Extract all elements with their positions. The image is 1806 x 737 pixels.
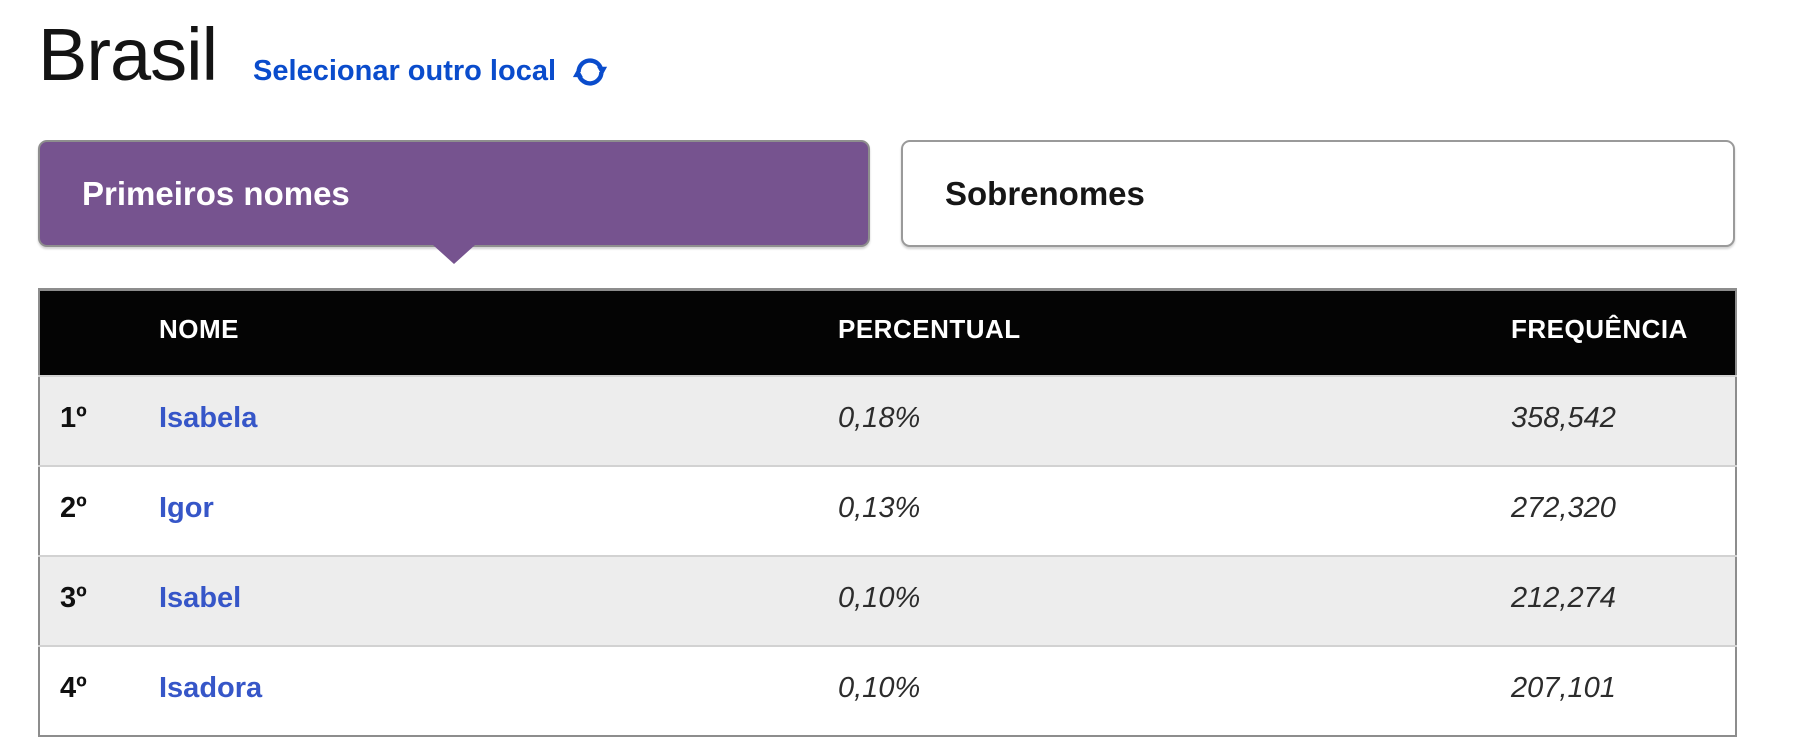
nome-column-header: NOME xyxy=(139,289,818,376)
names-table: NOME PERCENTUAL FREQUÊNCIA 1º Isabela 0,18… xyxy=(38,288,1737,737)
rank-cell: 3º xyxy=(39,555,139,646)
tab-primeiros-nomes[interactable]: Primeiros nomes xyxy=(38,140,870,247)
name-cell: Isabel xyxy=(139,555,818,646)
rank-cell: 1º xyxy=(39,375,139,466)
name-link[interactable]: Igor xyxy=(159,491,214,524)
names-statistics-page: { "header": { "location_title": "Brasil"… xyxy=(0,0,1806,650)
percentual-column-header: PERCENTUAL xyxy=(818,289,1491,376)
frequencia-cell: 212,274 xyxy=(1491,555,1736,646)
percentual-cell: 0,18% xyxy=(818,375,1491,466)
name-cell: Isadora xyxy=(139,645,818,736)
change-location-label: Selecionar outro local xyxy=(253,54,557,87)
page-title: Brasil xyxy=(38,13,218,96)
refresh-icon xyxy=(571,52,609,90)
rank-cell: 4º xyxy=(39,645,139,736)
percentual-cell: 0,13% xyxy=(818,465,1491,556)
table-row: 3º Isabel 0,10% 212,274 xyxy=(39,555,1736,646)
name-cell: Igor xyxy=(139,465,818,556)
tab-primeiros-nomes-label: Primeiros nomes xyxy=(82,174,350,212)
table-row: 1º Isabela 0,18% 358,542 xyxy=(39,375,1736,466)
percentual-cell: 0,10% xyxy=(818,555,1491,646)
table-row: 2º Igor 0,13% 272,320 xyxy=(39,465,1736,556)
name-cell: Isabela xyxy=(139,375,818,466)
tab-bar: Primeiros nomes Sobrenomes xyxy=(38,140,1735,247)
table-row: 4º Isadora 0,10% 207,101 xyxy=(39,645,1736,736)
change-location-link[interactable]: Selecionar outro local xyxy=(253,52,609,90)
rank-column-header xyxy=(39,289,139,376)
frequencia-column-header: FREQUÊNCIA xyxy=(1491,289,1736,376)
tab-sobrenomes-label: Sobrenomes xyxy=(945,174,1145,212)
rank-cell: 2º xyxy=(39,465,139,556)
name-link[interactable]: Isabel xyxy=(159,581,242,614)
frequencia-cell: 272,320 xyxy=(1491,465,1736,556)
percentual-cell: 0,10% xyxy=(818,645,1491,736)
name-link[interactable]: Isadora xyxy=(159,671,263,704)
tab-sobrenomes[interactable]: Sobrenomes xyxy=(901,140,1735,247)
frequencia-cell: 207,101 xyxy=(1491,645,1736,736)
table-header-row: NOME PERCENTUAL FREQUÊNCIA xyxy=(39,289,1736,376)
topbar: Brasil Selecionar outro local xyxy=(38,14,609,95)
frequencia-cell: 358,542 xyxy=(1491,375,1736,466)
name-link[interactable]: Isabela xyxy=(159,401,258,434)
names-table-body: 1º Isabela 0,18% 358,542 2º Igor 0,13% 272,320 3… xyxy=(39,375,1736,736)
